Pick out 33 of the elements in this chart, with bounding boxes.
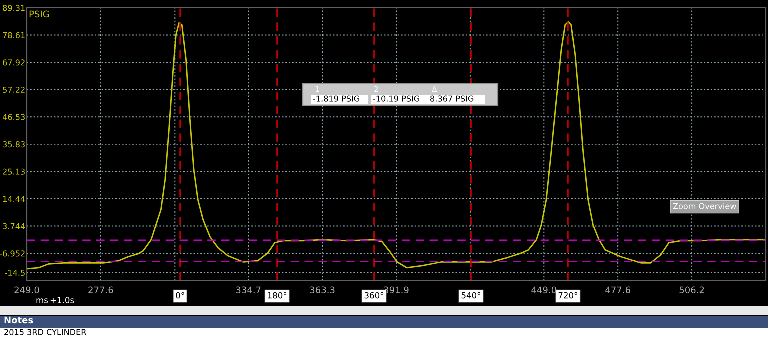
annotation: 180°	[268, 292, 287, 299]
y-tick-label: 78.61	[3, 32, 25, 38]
text: 2015 3RD CYLINDER	[4, 329, 86, 336]
annotation: 360°	[364, 292, 384, 299]
x-tick-label: 449.0	[532, 286, 556, 294]
y-tick-label: -14.5	[5, 270, 25, 276]
annotation: -10.19 PSIG	[373, 96, 420, 102]
x-tick-label: 477.6	[606, 286, 630, 294]
y-tick-label: 3.744	[3, 223, 26, 230]
annotation: 0°	[176, 292, 184, 299]
annotation: 720°	[558, 292, 578, 299]
y-tick-label: 89.31	[3, 5, 25, 12]
x-tick-label: 249.0	[14, 286, 40, 294]
annotation: Zoom Overview	[673, 203, 736, 210]
x-axis-title: ms	[36, 298, 48, 304]
line-series	[27, 21, 766, 270]
text: Notes	[4, 316, 34, 324]
y-tick-label: 46.53	[2, 114, 25, 120]
y-tick-label: 25.13	[3, 168, 25, 175]
y-axis-title: PSIG	[30, 10, 50, 18]
x-tick-label: 334.7	[236, 286, 261, 294]
x-tick-label: 363.3	[310, 286, 335, 294]
y-tick-label: -6.952	[0, 250, 25, 257]
annotation: 540°	[462, 292, 480, 299]
text: +1.0s	[50, 297, 74, 304]
annotation: -1.819 PSIG	[313, 96, 360, 102]
y-tick-label: 14.44	[3, 196, 26, 202]
y-tick-label: 67.92	[3, 60, 25, 66]
x-tick-label: 506.2	[680, 286, 704, 294]
x-tick-label: 277.6	[88, 286, 114, 294]
y-tick-label: 35.83	[3, 142, 25, 148]
annotation: 8.367 PSIG	[430, 96, 474, 102]
y-tick-label: 57.22	[3, 86, 25, 94]
